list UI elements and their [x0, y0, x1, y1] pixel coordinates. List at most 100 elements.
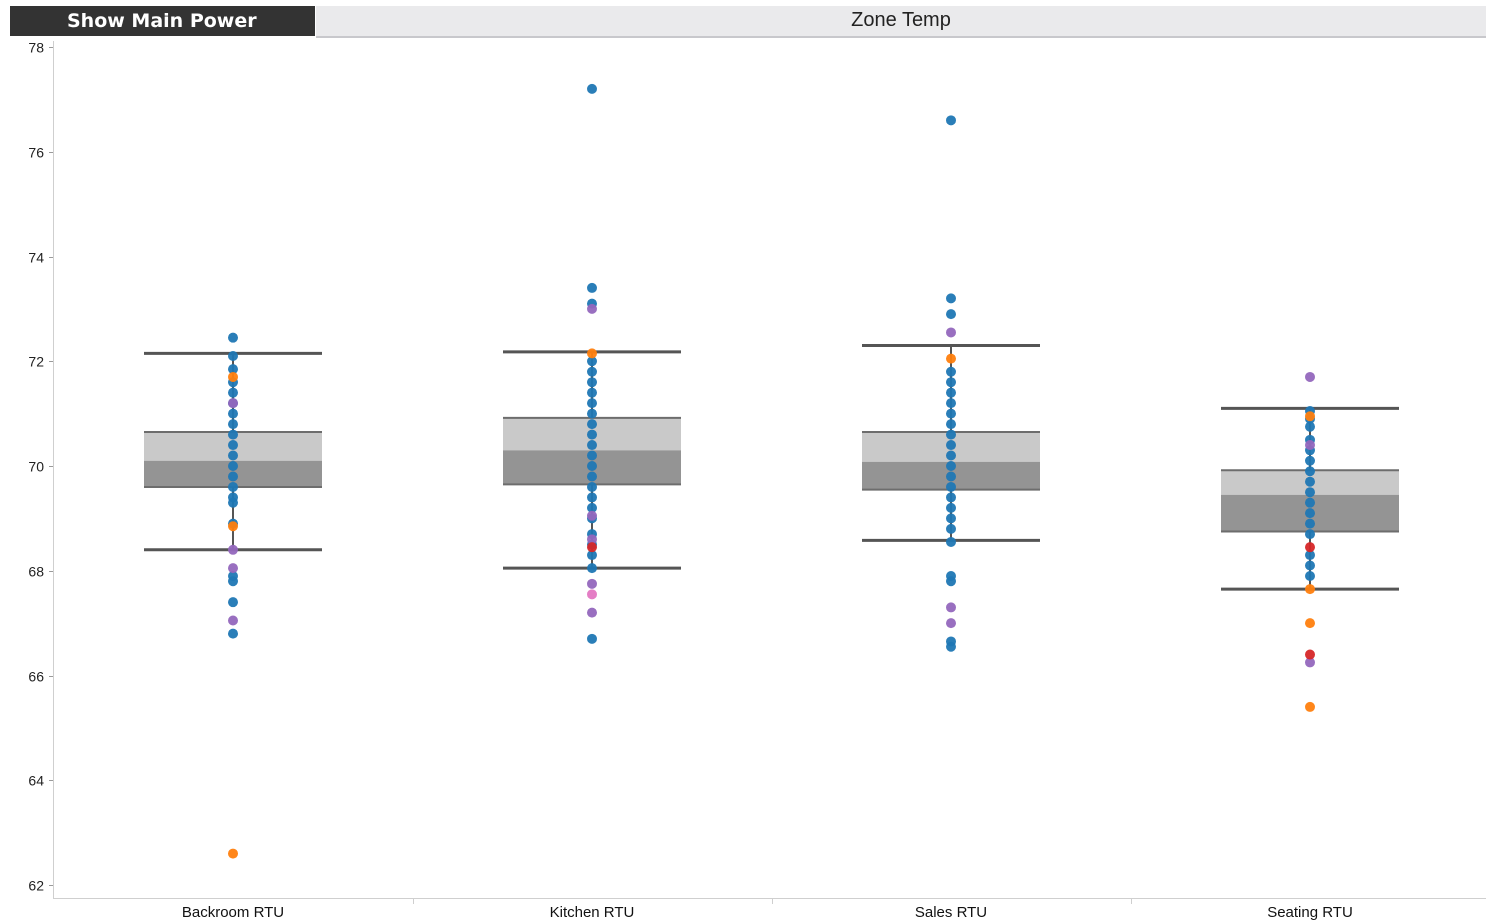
data-point	[228, 388, 238, 398]
data-point	[228, 482, 238, 492]
y-tick-label: 78	[28, 40, 44, 56]
data-point	[946, 461, 956, 471]
data-point	[1305, 561, 1315, 571]
x-tick-label: Sales RTU	[915, 904, 987, 921]
data-point	[228, 563, 238, 573]
data-point	[228, 333, 238, 343]
data-point	[587, 430, 597, 440]
data-point	[946, 451, 956, 461]
data-point	[228, 409, 238, 419]
data-point	[587, 563, 597, 573]
data-point	[587, 409, 597, 419]
y-tick-label: 76	[28, 145, 44, 161]
data-point	[587, 482, 597, 492]
data-point	[587, 451, 597, 461]
data-point	[587, 579, 597, 589]
data-point	[228, 419, 238, 429]
data-point	[587, 589, 597, 599]
data-point	[587, 511, 597, 521]
data-point	[228, 461, 238, 471]
data-point	[228, 372, 238, 382]
data-point	[587, 542, 597, 552]
data-point	[1305, 584, 1315, 594]
data-point	[587, 388, 597, 398]
data-point	[587, 471, 597, 481]
data-point	[946, 409, 956, 419]
data-point	[946, 503, 956, 513]
data-point	[946, 642, 956, 652]
data-point	[946, 440, 956, 450]
data-point	[946, 430, 956, 440]
data-point	[946, 377, 956, 387]
data-point	[946, 398, 956, 408]
data-point	[1305, 440, 1315, 450]
data-point	[587, 283, 597, 293]
data-point	[1305, 372, 1315, 382]
data-point	[1305, 466, 1315, 476]
data-point	[1305, 422, 1315, 432]
data-point	[228, 849, 238, 859]
data-point	[587, 492, 597, 502]
data-point	[228, 545, 238, 555]
data-point	[946, 354, 956, 364]
x-tick-label: Seating RTU	[1267, 904, 1353, 921]
data-point	[1305, 650, 1315, 660]
data-point	[946, 327, 956, 337]
data-point	[946, 367, 956, 377]
data-point	[946, 471, 956, 481]
data-point	[1305, 519, 1315, 529]
data-point	[228, 440, 238, 450]
data-point	[228, 616, 238, 626]
data-point	[946, 576, 956, 586]
y-tick-label: 64	[28, 773, 44, 789]
data-point	[587, 398, 597, 408]
data-point	[946, 537, 956, 547]
data-point	[946, 115, 956, 125]
data-point	[946, 309, 956, 319]
data-point	[228, 451, 238, 461]
y-tick-label: 68	[28, 564, 44, 580]
data-point	[946, 602, 956, 612]
data-point	[228, 351, 238, 361]
data-point	[1305, 508, 1315, 518]
data-point	[228, 597, 238, 607]
data-point	[1305, 529, 1315, 539]
y-tick-label: 72	[28, 354, 44, 370]
data-point	[1305, 411, 1315, 421]
data-point	[946, 482, 956, 492]
data-point	[587, 634, 597, 644]
y-tick-label: 66	[28, 669, 44, 685]
data-point	[587, 608, 597, 618]
data-point	[1305, 542, 1315, 552]
data-point	[587, 367, 597, 377]
data-point	[1305, 571, 1315, 581]
x-tick-label: Backroom RTU	[182, 904, 284, 921]
data-point	[946, 524, 956, 534]
data-point	[587, 461, 597, 471]
data-point	[587, 419, 597, 429]
data-point	[946, 618, 956, 628]
data-point	[587, 440, 597, 450]
data-point	[587, 304, 597, 314]
x-tick-label: Kitchen RTU	[550, 904, 635, 921]
data-point	[1305, 487, 1315, 497]
data-point	[228, 471, 238, 481]
data-point	[228, 629, 238, 639]
data-point	[587, 84, 597, 94]
data-point	[228, 430, 238, 440]
y-tick-label: 74	[28, 250, 44, 266]
data-point	[228, 498, 238, 508]
data-point	[1305, 456, 1315, 466]
data-point	[946, 513, 956, 523]
data-point	[228, 521, 238, 531]
data-point	[1305, 477, 1315, 487]
data-point	[587, 348, 597, 358]
data-point	[587, 377, 597, 387]
data-point	[228, 576, 238, 586]
data-point	[1305, 702, 1315, 712]
data-point	[1305, 618, 1315, 628]
y-tick-label: 62	[28, 878, 44, 894]
data-point	[946, 492, 956, 502]
data-point	[1305, 498, 1315, 508]
